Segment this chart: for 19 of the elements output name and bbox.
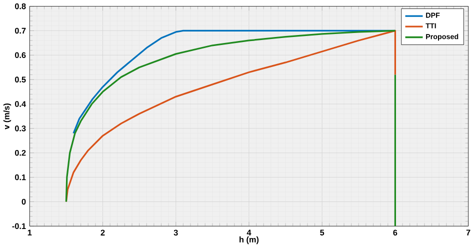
y-axis-title: v (m/s)	[3, 103, 12, 130]
x-tick-label: 7	[466, 230, 470, 236]
y-tick-label: 0.8	[14, 3, 26, 9]
x-axis-title: h (m)	[240, 236, 259, 244]
x-tick-label: 4	[246, 230, 252, 236]
x-tick-label: 6	[393, 230, 398, 236]
y-tick-label: 0.4	[14, 100, 26, 107]
x-tick-label: 2	[100, 230, 105, 236]
y-tick-label: 0.5	[14, 76, 26, 82]
y-tick-label: 0.3	[14, 125, 26, 132]
y-tick-label: 0.7	[14, 28, 26, 34]
y-tick-label: 0.1	[14, 174, 26, 180]
y-tick-label: 0.2	[14, 150, 26, 156]
y-tick-label: -0.1	[12, 223, 26, 229]
x-tick-label: 3	[174, 230, 178, 236]
x-tick-label: 5	[320, 230, 324, 236]
y-tick-label: 0	[22, 198, 26, 204]
y-tick-label: 0.6	[14, 52, 26, 58]
x-tick-label: 1	[28, 230, 32, 236]
